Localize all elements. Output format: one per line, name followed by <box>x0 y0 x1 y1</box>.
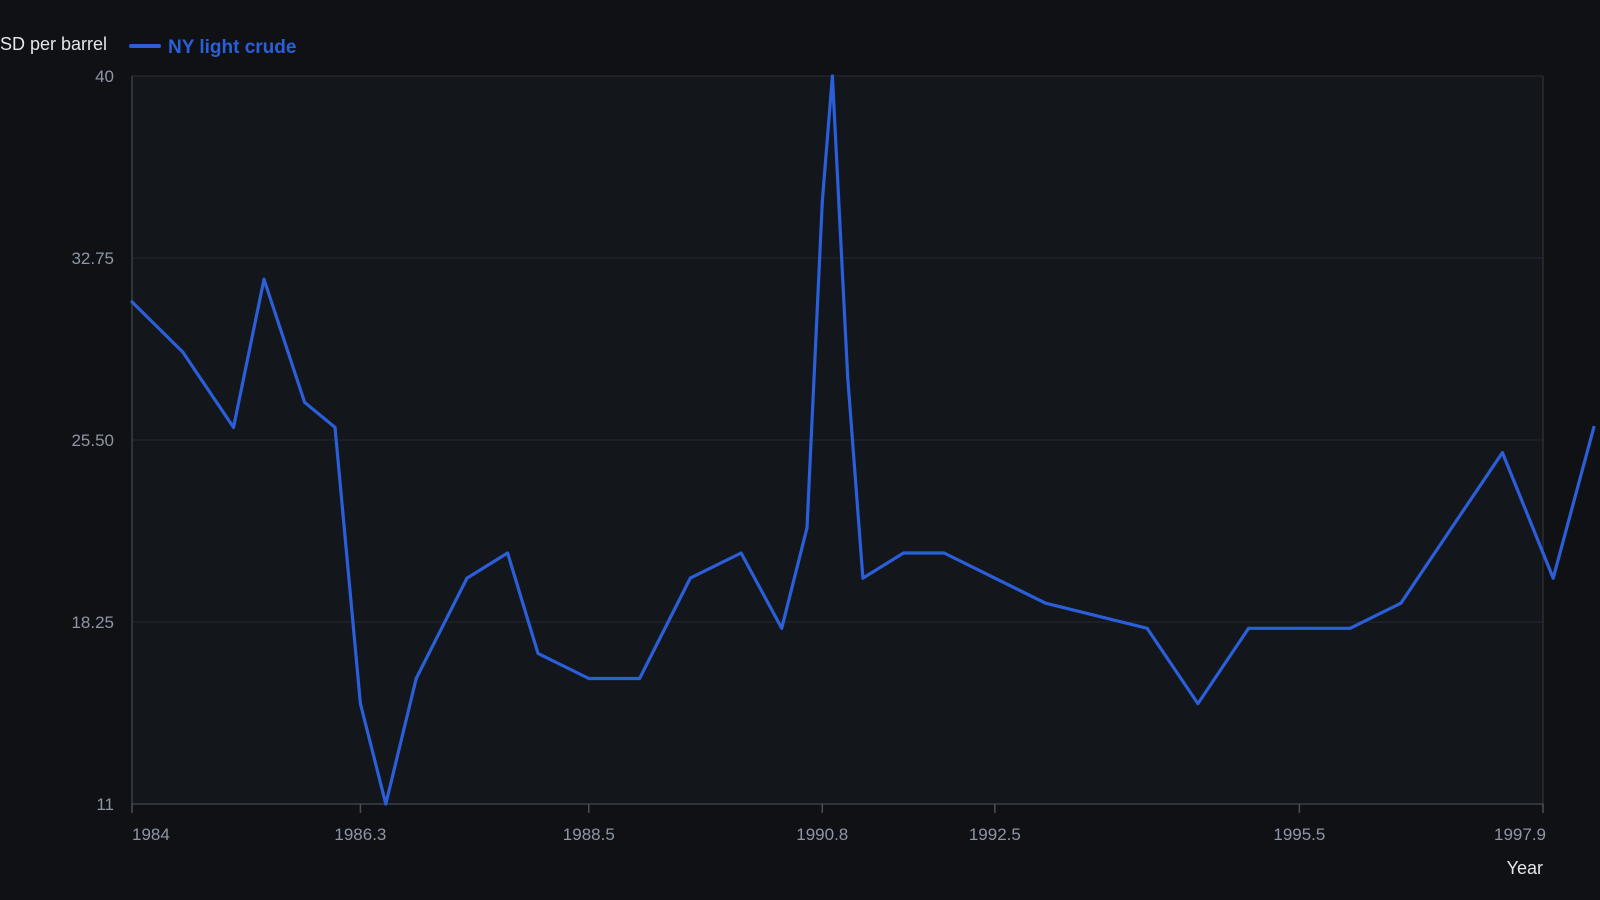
y-axis-ticks: 11 18.25 25.50 32.75 40 <box>71 67 114 814</box>
y-tick-label: 40 <box>95 67 114 86</box>
data-point <box>1247 626 1251 630</box>
data-point <box>830 74 834 78</box>
x-axis-title: Year <box>1507 858 1543 878</box>
data-point <box>1450 526 1454 530</box>
x-tick-label: 1995.5 <box>1273 825 1325 844</box>
data-point <box>1297 626 1301 630</box>
data-point <box>1551 576 1555 580</box>
data-point <box>638 677 642 680</box>
data-point <box>902 551 905 555</box>
x-tick-label: 1988.5 <box>563 825 615 844</box>
data-point <box>384 802 388 806</box>
data-point <box>587 677 591 680</box>
data-point <box>739 551 743 555</box>
axes <box>131 75 1544 805</box>
x-tick-label: 1997.9 <box>1494 825 1546 844</box>
y-tick-label: 11 <box>96 795 114 814</box>
data-point <box>333 425 337 429</box>
data-point <box>820 200 824 203</box>
y-tick-label: 25.50 <box>71 431 114 450</box>
data-point <box>414 677 418 680</box>
data-point <box>303 400 307 404</box>
data-point <box>1592 425 1596 429</box>
x-tick-label: 1984 <box>132 825 170 844</box>
data-point <box>465 576 469 580</box>
data-point <box>942 551 946 555</box>
x-tick-label: 1986.3 <box>334 825 386 844</box>
y-tick-label: 18.25 <box>71 613 114 632</box>
data-point <box>1348 626 1352 630</box>
data-point <box>861 576 865 580</box>
data-point <box>130 300 134 304</box>
data-point <box>1500 451 1504 455</box>
data-point <box>780 626 784 630</box>
x-axis-ticks: 1984 1986.3 1988.5 1990.8 1992.5 1995.5 1997.9 <box>131 804 1546 844</box>
data-point <box>688 576 692 580</box>
data-point <box>262 277 266 281</box>
x-tick-label: 1990.8 <box>796 825 848 844</box>
data-point <box>358 702 362 706</box>
data-point <box>805 526 809 530</box>
data-point <box>232 425 235 429</box>
series-layer <box>130 74 1596 806</box>
x-tick-label: 1992.5 <box>969 825 1021 844</box>
data-point <box>846 375 850 379</box>
data-point <box>1145 626 1149 630</box>
y-axis-title: SD per barrel <box>0 34 107 54</box>
data-point <box>1399 601 1403 605</box>
y-tick-label: 32.75 <box>71 249 114 268</box>
legend[interactable]: NY light crude <box>129 37 296 58</box>
data-point <box>181 350 185 354</box>
data-point <box>1196 702 1200 706</box>
data-point <box>1044 601 1048 605</box>
data-point <box>536 651 540 655</box>
data-point <box>506 551 510 555</box>
legend-label: NY light crude <box>168 37 296 58</box>
